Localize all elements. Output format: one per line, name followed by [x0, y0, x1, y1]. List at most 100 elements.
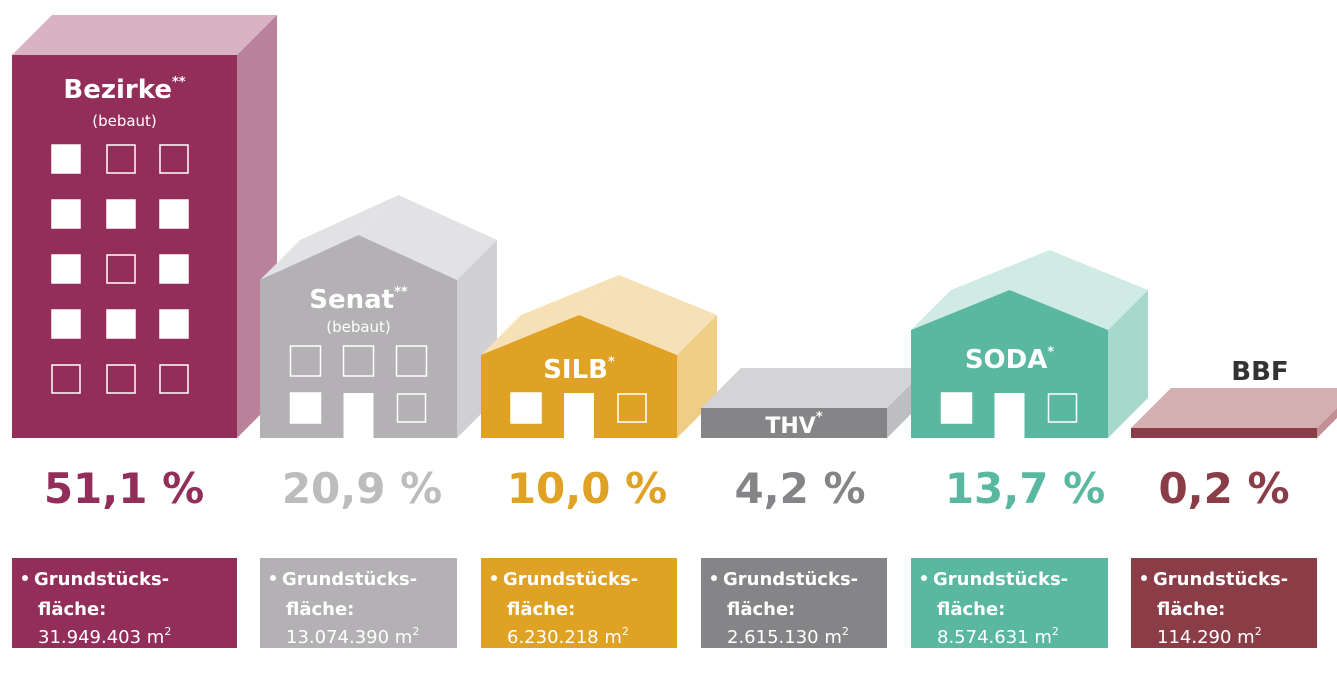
window-outline	[159, 144, 189, 174]
front	[1131, 428, 1317, 438]
unit-power: 2	[1255, 625, 1262, 638]
window	[510, 392, 542, 424]
window	[51, 199, 81, 229]
name: SODA	[965, 345, 1048, 375]
unit-power: 2	[842, 625, 849, 638]
building-note: (bebaut)	[92, 112, 157, 130]
footnote-mark: **	[172, 75, 186, 90]
roof-top	[358, 195, 497, 280]
window-outline	[342, 345, 375, 377]
roof-top	[579, 275, 717, 355]
side	[1317, 408, 1337, 438]
bullet	[1141, 575, 1147, 581]
front	[701, 408, 887, 438]
window-outline	[289, 345, 322, 377]
info-value: 114.290 m2	[1157, 625, 1262, 648]
info-value: 2.615.130 m2	[727, 625, 849, 648]
info-label: fläche:	[286, 599, 354, 620]
door	[343, 393, 374, 438]
top	[1131, 388, 1337, 428]
window-outline	[51, 364, 81, 394]
unit: m	[604, 627, 622, 648]
window	[289, 392, 322, 424]
bullet	[711, 575, 717, 581]
info-label: Grundstücks-	[723, 569, 858, 590]
top	[701, 368, 927, 408]
front	[12, 55, 237, 438]
name: SILB	[543, 355, 608, 385]
unit-power: 2	[164, 625, 171, 638]
side	[1108, 290, 1148, 438]
info-label: fläche:	[38, 599, 106, 620]
unit: m	[824, 627, 842, 648]
unit: m	[395, 627, 413, 648]
info-value: 6.230.218 m2	[507, 625, 629, 648]
bullet	[270, 575, 276, 581]
footnote-mark: *	[608, 355, 615, 370]
window-outline	[106, 364, 136, 394]
area: 114.290	[1157, 627, 1231, 648]
info-value: 8.574.631 m2	[937, 625, 1059, 648]
percent: 10,0 %	[507, 464, 667, 513]
window	[159, 309, 189, 339]
building-name: Senat**	[309, 285, 408, 315]
building-name: SILB*	[543, 355, 615, 385]
info-box	[260, 558, 457, 648]
window-outline	[395, 345, 428, 377]
unit-power: 2	[1052, 625, 1059, 638]
window	[51, 309, 81, 339]
percent: 13,7 %	[945, 464, 1105, 513]
window-outline	[106, 144, 136, 174]
area: 13.074.390	[286, 627, 389, 648]
footnote-mark: *	[1047, 345, 1054, 360]
window	[51, 254, 81, 284]
unit-power: 2	[622, 625, 629, 638]
area: 6.230.218	[507, 627, 599, 648]
window-outline	[617, 393, 647, 423]
area: 8.574.631	[937, 627, 1029, 648]
window-outline	[1047, 393, 1078, 423]
name: Bezirke	[63, 75, 172, 105]
percent: 4,2 %	[734, 464, 865, 513]
area: 2.615.130	[727, 627, 819, 648]
info-label: Grundstücks-	[34, 569, 169, 590]
info-box	[701, 558, 887, 648]
area: 31.949.403	[38, 627, 141, 648]
window	[159, 199, 189, 229]
info-label: fläche:	[727, 599, 795, 620]
percent: 0,2 %	[1158, 464, 1289, 513]
building-name: BBF	[1231, 357, 1288, 387]
roof-top	[911, 250, 1050, 330]
window-outline	[159, 364, 189, 394]
name: Senat	[309, 285, 394, 315]
info-box	[1131, 558, 1317, 648]
footnote-mark: **	[394, 285, 408, 300]
info-label: fläche:	[937, 599, 1005, 620]
bullet	[921, 575, 927, 581]
percent: 20,9 %	[282, 464, 442, 513]
name: THV	[765, 414, 815, 439]
roof-top	[1009, 250, 1148, 330]
info-label: Grundstücks-	[1153, 569, 1288, 590]
window	[51, 144, 81, 174]
building-name: Bezirke**	[63, 75, 185, 105]
unit: m	[1237, 627, 1255, 648]
info-box	[911, 558, 1108, 648]
window-outline	[106, 254, 136, 284]
percent: 51,1 %	[44, 464, 204, 513]
info-label: Grundstücks-	[282, 569, 417, 590]
window	[106, 309, 136, 339]
info-label: fläche:	[1157, 599, 1225, 620]
unit: m	[147, 627, 165, 648]
info-label: Grundstücks-	[503, 569, 638, 590]
door	[994, 393, 1025, 438]
bullet	[22, 575, 28, 581]
window-outline	[396, 393, 427, 423]
info-value: 13.074.390 m2	[286, 625, 419, 648]
info-label: Grundstücks-	[933, 569, 1068, 590]
bullet	[491, 575, 497, 581]
building-note: (bebaut)	[326, 318, 391, 336]
unit: m	[1034, 627, 1052, 648]
roof-top	[481, 275, 619, 355]
info-value: 31.949.403 m2	[38, 625, 171, 648]
